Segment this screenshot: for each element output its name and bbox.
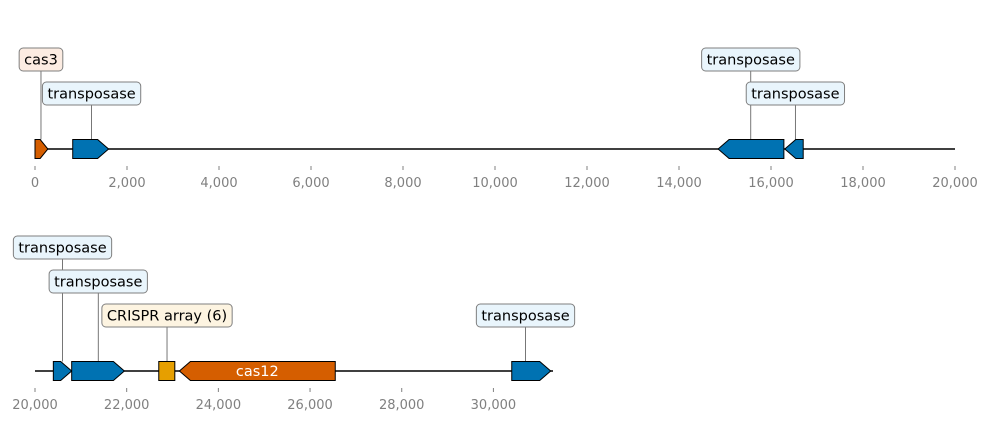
tick-label: 28,000 [379, 398, 425, 413]
label-box [701, 47, 801, 72]
label-box [475, 303, 576, 328]
label-box [41, 81, 142, 106]
feature-transposase [717, 139, 785, 159]
tick-label: 6,000 [292, 176, 329, 191]
feature-label-cas12: cas12 [236, 364, 279, 380]
feature-transposase [52, 361, 73, 381]
label-text: transposase [751, 87, 839, 103]
tick-label: 20,000 [932, 176, 978, 191]
label-transposase: transposase [701, 47, 801, 72]
feature-cas3 [34, 139, 49, 159]
label-text: transposase [481, 309, 569, 325]
tick-label: 14,000 [656, 176, 702, 191]
label-transposase: transposase [745, 81, 846, 106]
tick-label: 4,000 [200, 176, 237, 191]
tick-label: 22,000 [104, 398, 150, 413]
tick-label: 20,000 [12, 398, 58, 413]
label-transposase: transposase [48, 269, 148, 294]
label-text: transposase [54, 275, 142, 291]
tick-label: 16,000 [748, 176, 794, 191]
label-cas3: cas3 [18, 47, 64, 72]
label-box [18, 47, 64, 72]
feature-crispr-array-6 [158, 361, 176, 381]
label-text: transposase [18, 241, 106, 257]
tick-label: 8,000 [384, 176, 421, 191]
tick-label: 30,000 [471, 398, 517, 413]
label-box [12, 235, 113, 260]
tick-label: 18,000 [840, 176, 886, 191]
label-transposase: transposase [475, 303, 576, 328]
feature-cas12 [178, 361, 336, 381]
tick-label: 0 [31, 176, 39, 191]
label-box [101, 303, 233, 328]
label-crispr-array-6: CRISPR array (6) [101, 303, 233, 328]
label-text: transposase [707, 53, 795, 69]
label-transposase: transposase [41, 81, 142, 106]
tick-label: 24,000 [196, 398, 242, 413]
label-text: transposase [47, 87, 135, 103]
feature-transposase [72, 139, 110, 159]
track-2: 20,000 22,000 24,000 26,000 28,000 30,000 cas1… [12, 235, 576, 413]
tick-label: 12,000 [564, 176, 610, 191]
label-text: cas3 [24, 53, 58, 69]
label-box [48, 269, 148, 294]
feature-transposase [71, 361, 126, 381]
label-text: CRISPR array (6) [107, 309, 227, 325]
label-box [745, 81, 846, 106]
tick-label: 2,000 [108, 176, 145, 191]
feature-transposase [784, 139, 804, 159]
tick-label: 10,000 [472, 176, 518, 191]
tick-label: 26,000 [287, 398, 333, 413]
feature-transposase [511, 361, 552, 381]
label-transposase: transposase [12, 235, 113, 260]
track-1: 0 2,000 4,000 6,000 8,000 10,000 12,000 14,000 1… [18, 47, 978, 191]
